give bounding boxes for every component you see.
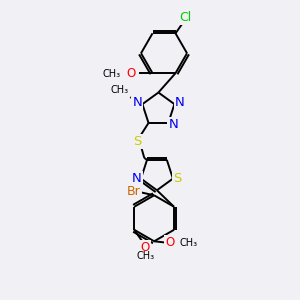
- Text: S: S: [133, 135, 142, 148]
- Text: N: N: [132, 172, 142, 185]
- Text: O: O: [165, 236, 174, 249]
- Text: O: O: [126, 67, 135, 80]
- Text: N: N: [169, 118, 178, 131]
- Text: Cl: Cl: [179, 11, 191, 24]
- Text: CH₃: CH₃: [179, 238, 197, 248]
- Text: CH₃: CH₃: [136, 250, 154, 261]
- Text: CH₃: CH₃: [111, 85, 129, 95]
- Text: N: N: [133, 96, 142, 109]
- Text: O: O: [141, 241, 150, 254]
- Text: N: N: [175, 96, 184, 109]
- Text: S: S: [173, 172, 181, 185]
- Text: Br: Br: [127, 185, 140, 198]
- Text: CH₃: CH₃: [102, 69, 120, 79]
